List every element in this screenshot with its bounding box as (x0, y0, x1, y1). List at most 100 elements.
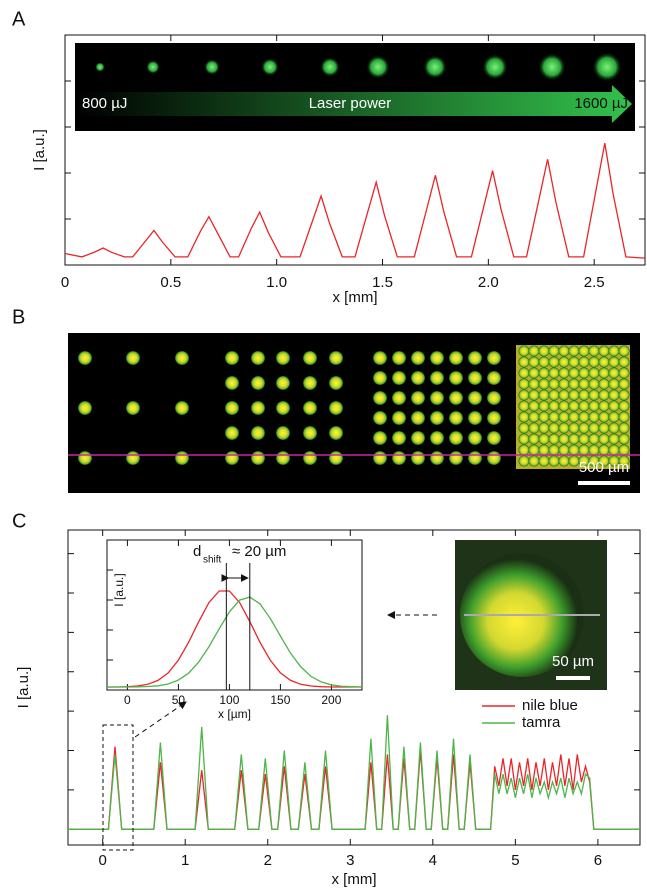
x-axis-label: x [mm] (332, 871, 377, 888)
spot (251, 401, 265, 415)
spot (518, 345, 530, 357)
spot (618, 433, 630, 445)
spot (518, 378, 530, 390)
spot (538, 345, 550, 357)
spot (366, 55, 390, 79)
spot (608, 367, 620, 379)
spot (329, 426, 343, 440)
spot (618, 367, 630, 379)
spot (588, 455, 600, 467)
spot (568, 345, 580, 357)
data-line (68, 715, 640, 830)
spot (568, 422, 580, 434)
spot (608, 400, 620, 412)
spot (558, 422, 570, 434)
spot (608, 433, 620, 445)
spot (204, 59, 220, 75)
spot (430, 431, 444, 445)
x-tick-label: 200 (321, 693, 341, 707)
spot (373, 351, 387, 365)
spot (538, 433, 550, 445)
spot (608, 356, 620, 368)
arrow-label: 800 µJ (82, 95, 127, 112)
x-tick-label: 0.5 (160, 274, 181, 291)
spot (568, 400, 580, 412)
spot (276, 376, 290, 390)
x-tick-label: 0 (124, 693, 131, 707)
spot (608, 422, 620, 434)
spot (598, 345, 610, 357)
spot (251, 426, 265, 440)
spot (618, 455, 630, 467)
spot (518, 411, 530, 423)
spot (548, 411, 560, 423)
plot-frame (106, 539, 363, 691)
spot (468, 451, 482, 465)
spot (598, 389, 610, 401)
spot (78, 351, 92, 365)
spot (392, 371, 406, 385)
spot (320, 57, 340, 77)
x-tick-label: 6 (594, 852, 602, 869)
spot (468, 371, 482, 385)
spot (225, 451, 239, 465)
spot (303, 401, 317, 415)
x-tick-label: 1.0 (266, 274, 287, 291)
spot (303, 376, 317, 390)
spot (126, 401, 140, 415)
spot (126, 351, 140, 365)
spot (578, 400, 590, 412)
spot (518, 400, 530, 412)
data-line (64, 142, 646, 259)
spot (558, 389, 570, 401)
y-axis-label: I [a.u.] (15, 667, 32, 709)
spot (618, 444, 630, 456)
spot (225, 351, 239, 365)
spot (578, 389, 590, 401)
x-tick-label: 50 (172, 693, 186, 707)
x-tick-label: 2.5 (584, 274, 605, 291)
spot (588, 444, 600, 456)
spot (608, 378, 620, 390)
spot (538, 411, 550, 423)
spot (251, 451, 265, 465)
spot (578, 444, 590, 456)
spot (548, 345, 560, 357)
spot (411, 351, 425, 365)
spot (487, 351, 501, 365)
spot (276, 351, 290, 365)
spot (518, 389, 530, 401)
spot (411, 391, 425, 405)
x-tick-label: 150 (270, 693, 290, 707)
spot (487, 411, 501, 425)
spot (518, 455, 530, 467)
spot (588, 422, 600, 434)
annotation: shift (203, 555, 222, 566)
spot (568, 367, 580, 379)
spot (392, 391, 406, 405)
spot (528, 389, 540, 401)
spot (487, 391, 501, 405)
spot (373, 391, 387, 405)
spot (411, 431, 425, 445)
spot (78, 401, 92, 415)
spot (276, 401, 290, 415)
spot (598, 444, 610, 456)
y-axis-label: I [a.u.] (31, 129, 48, 171)
spot (261, 58, 279, 76)
annotation: d (193, 543, 201, 560)
spot (518, 367, 530, 379)
spot (251, 376, 265, 390)
spot (558, 455, 570, 467)
spot (588, 411, 600, 423)
spot (528, 378, 540, 390)
spot (558, 433, 570, 445)
spot (487, 431, 501, 445)
spot (518, 356, 530, 368)
spot (598, 455, 610, 467)
spot (430, 371, 444, 385)
spot (578, 378, 590, 390)
spot (392, 411, 406, 425)
spot (568, 356, 580, 368)
